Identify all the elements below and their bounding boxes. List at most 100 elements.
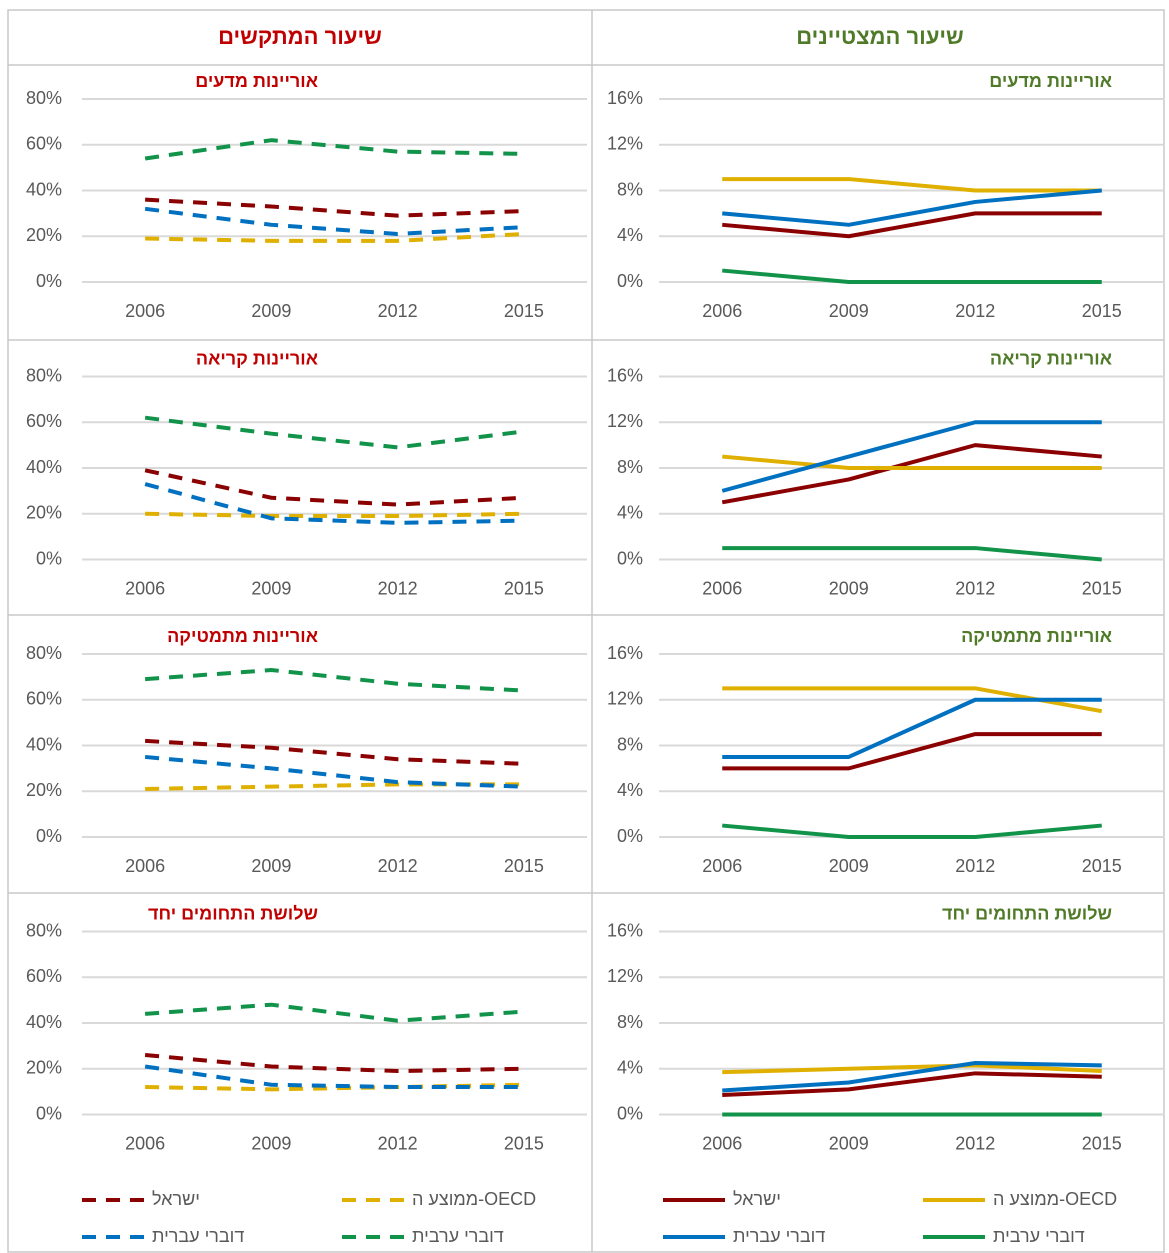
y-tick-label: 12% xyxy=(607,966,643,986)
x-tick-label: 2012 xyxy=(955,578,995,598)
x-tick-label: 2015 xyxy=(504,1133,544,1153)
legend-label: ממוצע ה-OECD xyxy=(993,1189,1117,1209)
series-line xyxy=(722,454,1102,470)
x-tick-label: 2015 xyxy=(1082,578,1122,598)
series-line xyxy=(145,738,524,766)
x-tick-label: 2015 xyxy=(1082,1133,1122,1153)
y-tick-label: 60% xyxy=(26,134,62,154)
y-tick-label: 0% xyxy=(36,271,62,291)
chart-title: אוריינות מדעים xyxy=(195,71,318,91)
legend-label: דוברי עברית xyxy=(733,1226,825,1246)
x-tick-label: 2015 xyxy=(1082,856,1122,876)
x-tick-label: 2009 xyxy=(829,578,869,598)
y-tick-label: 8% xyxy=(617,1012,643,1032)
legend-label: דוברי עברית xyxy=(152,1226,244,1246)
series-line xyxy=(145,231,524,243)
x-tick-label: 2006 xyxy=(125,578,165,598)
series-line xyxy=(144,668,524,693)
x-tick-label: 2012 xyxy=(955,301,995,321)
series-line xyxy=(722,1063,1102,1075)
y-tick-label: 4% xyxy=(617,1058,643,1078)
series-line xyxy=(722,268,1102,284)
y-tick-label: 0% xyxy=(617,826,643,846)
series-line xyxy=(144,468,524,507)
x-tick-label: 2015 xyxy=(504,301,544,321)
x-tick-label: 2012 xyxy=(378,301,418,321)
y-tick-label: 16% xyxy=(607,643,643,663)
series-line xyxy=(722,188,1102,227)
y-tick-label: 80% xyxy=(26,643,62,663)
y-tick-label: 16% xyxy=(607,88,643,108)
x-tick-label: 2015 xyxy=(504,856,544,876)
x-tick-label: 2006 xyxy=(125,301,165,321)
x-tick-label: 2009 xyxy=(251,856,291,876)
x-tick-label: 2012 xyxy=(955,856,995,876)
x-tick-label: 2015 xyxy=(1082,301,1122,321)
x-tick-label: 2006 xyxy=(702,301,742,321)
series-line xyxy=(144,1053,524,1074)
y-tick-label: 80% xyxy=(26,920,62,940)
y-tick-label: 40% xyxy=(26,179,62,199)
x-tick-label: 2009 xyxy=(251,1133,291,1153)
y-tick-label: 8% xyxy=(617,457,643,477)
x-tick-label: 2009 xyxy=(829,856,869,876)
y-tick-label: 20% xyxy=(26,780,62,800)
legend-label: ממוצע ה-OECD xyxy=(412,1189,536,1209)
y-tick-label: 12% xyxy=(607,689,643,709)
y-tick-label: 80% xyxy=(26,88,62,108)
y-tick-label: 4% xyxy=(617,225,643,245)
x-tick-label: 2012 xyxy=(955,1133,995,1153)
series-line xyxy=(145,197,524,218)
legend-label: דוברי ערבית xyxy=(412,1226,504,1246)
series-line xyxy=(722,1071,1102,1098)
series-line xyxy=(722,732,1102,771)
series-line xyxy=(144,206,524,236)
y-tick-label: 4% xyxy=(617,780,643,800)
y-tick-label: 20% xyxy=(26,503,62,523)
chart-title: שלושת התחומים יחד xyxy=(148,903,318,923)
y-tick-label: 12% xyxy=(607,134,643,154)
column-header: שיעור המתקשים xyxy=(218,24,382,49)
y-tick-label: 0% xyxy=(617,1103,643,1123)
series-line xyxy=(722,823,1102,839)
y-tick-label: 60% xyxy=(26,966,62,986)
x-tick-label: 2006 xyxy=(702,578,742,598)
y-tick-label: 0% xyxy=(36,826,62,846)
frame xyxy=(7,9,1165,1253)
series-line xyxy=(722,177,1102,193)
x-tick-label: 2012 xyxy=(378,1133,418,1153)
y-tick-label: 16% xyxy=(607,920,643,940)
y-tick-label: 40% xyxy=(26,734,62,754)
y-tick-label: 40% xyxy=(26,457,62,477)
y-tick-label: 20% xyxy=(26,1058,62,1078)
chart-title: אוריינות קריאה xyxy=(990,348,1112,368)
x-tick-label: 2006 xyxy=(125,856,165,876)
y-tick-label: 60% xyxy=(26,689,62,709)
y-tick-label: 12% xyxy=(607,411,643,431)
column-header: שיעור המצטיינים xyxy=(796,24,964,49)
y-tick-label: 8% xyxy=(617,179,643,199)
y-tick-label: 20% xyxy=(26,225,62,245)
y-tick-label: 0% xyxy=(617,271,643,291)
series-line xyxy=(144,1064,524,1090)
series-line xyxy=(144,754,524,789)
y-tick-label: 0% xyxy=(36,1103,62,1123)
x-tick-label: 2006 xyxy=(702,856,742,876)
x-tick-label: 2009 xyxy=(829,301,869,321)
y-tick-label: 8% xyxy=(617,734,643,754)
legend-label: ישראל xyxy=(733,1189,781,1209)
series-line xyxy=(144,415,525,450)
chart-title: שלושת התחומים יחד xyxy=(942,903,1112,923)
series-line xyxy=(722,1061,1102,1093)
chart-title: אוריינות קריאה xyxy=(196,348,318,368)
series-line xyxy=(144,1002,525,1023)
x-tick-label: 2012 xyxy=(378,578,418,598)
series-line xyxy=(721,443,1102,505)
legend-label: ישראל xyxy=(152,1189,200,1209)
series-line xyxy=(144,138,524,161)
x-tick-label: 2012 xyxy=(378,856,418,876)
y-tick-label: 0% xyxy=(36,548,62,568)
y-tick-label: 60% xyxy=(26,411,62,431)
series-line xyxy=(722,546,1102,562)
